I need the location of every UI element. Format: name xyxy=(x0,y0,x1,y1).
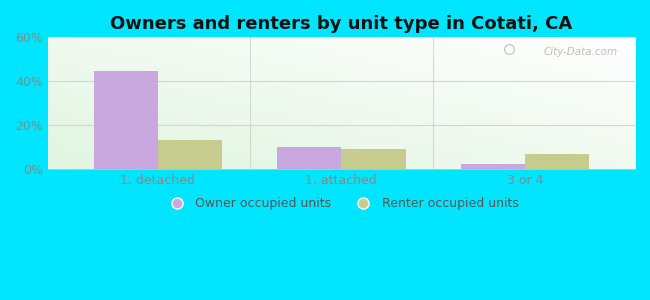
Title: Owners and renters by unit type in Cotati, CA: Owners and renters by unit type in Cotat… xyxy=(111,15,573,33)
Bar xyxy=(94,71,158,169)
Bar xyxy=(277,147,341,169)
Bar xyxy=(158,140,222,169)
Text: City-Data.com: City-Data.com xyxy=(543,46,618,56)
Bar xyxy=(525,154,589,169)
Bar xyxy=(341,149,406,169)
Legend: Owner occupied units, Renter occupied units: Owner occupied units, Renter occupied un… xyxy=(159,192,523,215)
Bar xyxy=(461,164,525,169)
